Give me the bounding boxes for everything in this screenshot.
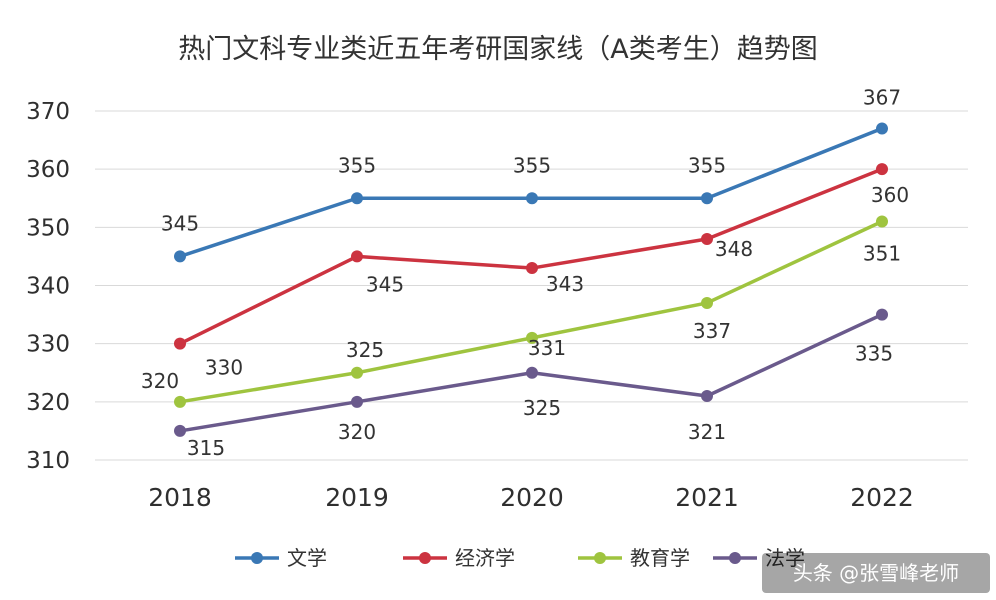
data-label: 335 [855, 342, 893, 366]
data-point [526, 366, 538, 379]
data-label: 331 [528, 336, 566, 360]
series-lines [174, 122, 888, 437]
legend-item: 文学 [235, 546, 327, 570]
legend-item: 教育学 [578, 546, 690, 570]
series-教育学 [174, 215, 888, 408]
data-point [174, 424, 186, 437]
y-tick-label: 310 [26, 448, 70, 474]
data-label: 355 [513, 153, 551, 177]
legend-label: 经济学 [455, 546, 515, 570]
data-label: 343 [546, 272, 584, 296]
data-label: 367 [863, 85, 901, 109]
data-point [701, 296, 713, 309]
data-label: 337 [693, 319, 731, 343]
data-label: 315 [187, 436, 225, 460]
data-point [174, 337, 186, 350]
data-point [351, 395, 363, 408]
x-tick-label: 2021 [675, 483, 739, 512]
y-tick-label: 360 [26, 157, 70, 183]
data-label: 320 [338, 420, 376, 444]
watermark-background [762, 553, 990, 593]
data-label: 355 [688, 153, 726, 177]
legend: 文学 经济学 教育学 法学 [235, 546, 805, 570]
data-point [351, 192, 363, 205]
data-point [526, 331, 538, 344]
watermark-text: 头条 @张雪峰老师 [793, 561, 959, 585]
data-point [876, 308, 888, 321]
data-label: 345 [366, 272, 404, 296]
y-tick-label: 350 [26, 215, 70, 241]
x-tick-label: 2018 [148, 483, 212, 512]
watermark: 头条 @张雪峰老师 [762, 553, 990, 593]
legend-swatch-marker [251, 552, 263, 564]
legend-swatch-marker [594, 552, 606, 564]
data-label: 348 [715, 237, 753, 261]
data-label: 355 [338, 153, 376, 177]
x-tick-label: 2022 [850, 483, 914, 512]
legend-swatch-marker [729, 552, 741, 564]
data-point [526, 192, 538, 205]
data-point [876, 163, 888, 176]
legend-label: 文学 [287, 546, 327, 570]
legend-item: 经济学 [403, 546, 515, 570]
chart-title: 热门文科专业类近五年考研国家线（A类考生）趋势图 [178, 34, 817, 65]
legend-label: 教育学 [630, 546, 690, 570]
y-tick-label: 370 [26, 99, 70, 125]
data-label: 320 [141, 369, 179, 393]
legend-swatch-marker [419, 552, 431, 564]
data-point [701, 232, 713, 245]
data-label: 321 [688, 420, 726, 444]
data-label: 325 [346, 338, 384, 362]
data-label: 330 [205, 356, 243, 380]
data-label: 351 [863, 242, 901, 266]
x-tick-label: 2019 [325, 483, 389, 512]
data-point [351, 250, 363, 263]
y-tick-label: 340 [26, 274, 70, 300]
data-point [701, 192, 713, 205]
y-tick-label: 320 [26, 390, 70, 416]
data-point [174, 395, 186, 408]
legend-item: 法学 [713, 546, 805, 570]
data-label: 360 [871, 183, 909, 207]
data-point [351, 366, 363, 379]
data-point [526, 262, 538, 275]
data-labels: 345 355 355 355 367 330 345 343 348 360 320 325 331 3… [141, 85, 909, 459]
data-point [876, 215, 888, 228]
series-经济学 [174, 163, 888, 350]
data-label: 325 [523, 396, 561, 420]
series-法学 [174, 308, 888, 437]
y-tick-label: 330 [26, 332, 70, 358]
x-tick-label: 2020 [500, 483, 564, 512]
series-文学 [174, 122, 888, 263]
data-label: 345 [161, 211, 199, 235]
legend-label: 法学 [765, 546, 805, 570]
y-axis-ticks: 310 320 330 340 350 360 370 [26, 99, 70, 474]
data-point [701, 390, 713, 403]
x-axis-ticks: 2018 2019 2020 2021 2022 [148, 483, 914, 512]
data-point [174, 250, 186, 263]
data-point [876, 122, 888, 135]
